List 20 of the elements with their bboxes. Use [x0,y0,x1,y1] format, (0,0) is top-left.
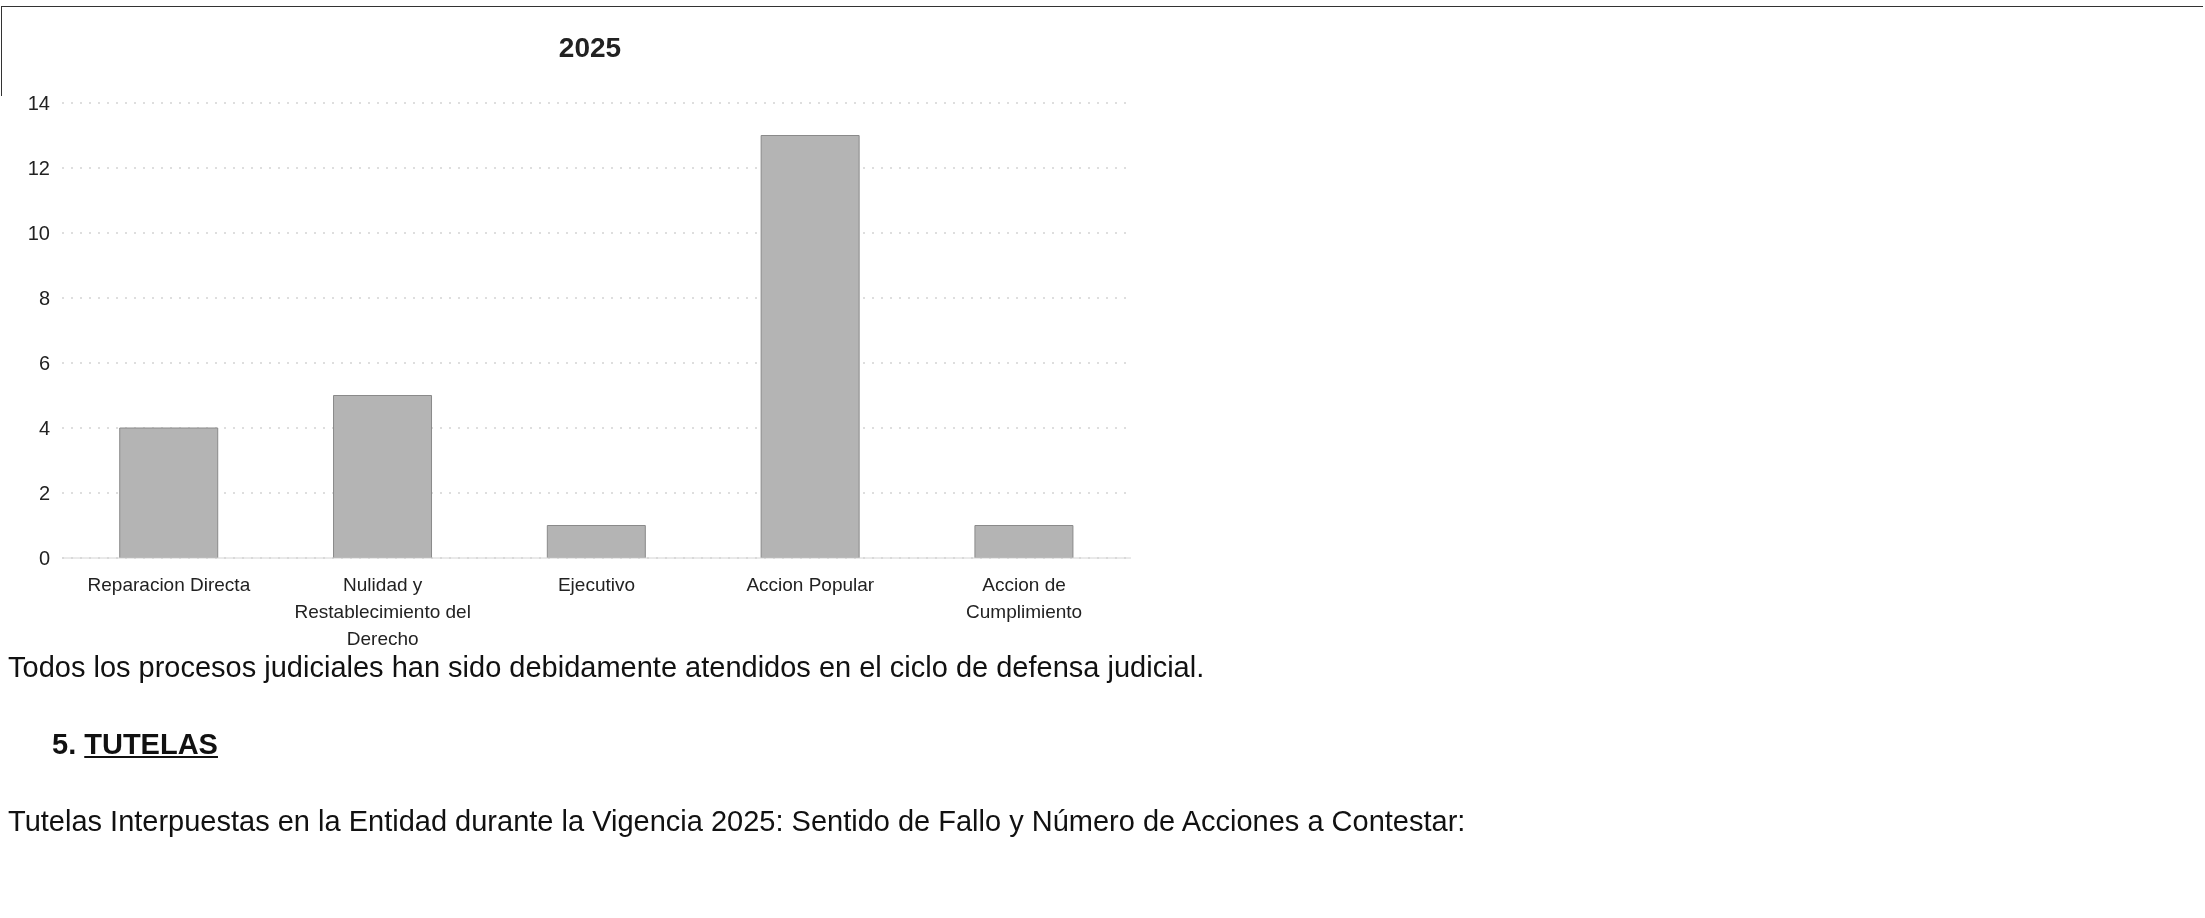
chart-title: 2025 [557,32,623,64]
x-tick-label: Accion de Cumplimiento [966,574,1083,622]
bar [974,525,1074,558]
text: Todos los procesos judiciales han sido debidamente atendidos en el ciclo de defensa judicial. [8,650,1205,684]
bar [546,525,646,558]
x-tick-label: Reparacion Directa [87,574,251,595]
y-tick-label: 8 [38,287,50,310]
text: Tutelas Interpuestas en la Entidad durante la Vigencia 2025: Sentido de Fallo y Número de Acciones a Contestar: [8,804,1466,838]
y-tick-label: 10 [27,222,50,245]
y-tick-label: 6 [38,352,50,375]
y-tick-label: 2 [38,482,50,505]
x-tick-label: Accion Popular [746,574,875,595]
x-tick-label: Nulidad y Restablecimiento del Derecho [294,574,471,649]
text: 5. TUTELAS [52,728,218,760]
y-tick-label: 12 [27,157,50,180]
y-tick-label: 4 [38,417,50,440]
y-tick-label: 14 [27,92,50,115]
y-tick-label: 0 [38,547,50,570]
bar [760,135,860,558]
x-tick-label: Ejecutivo [557,574,636,595]
